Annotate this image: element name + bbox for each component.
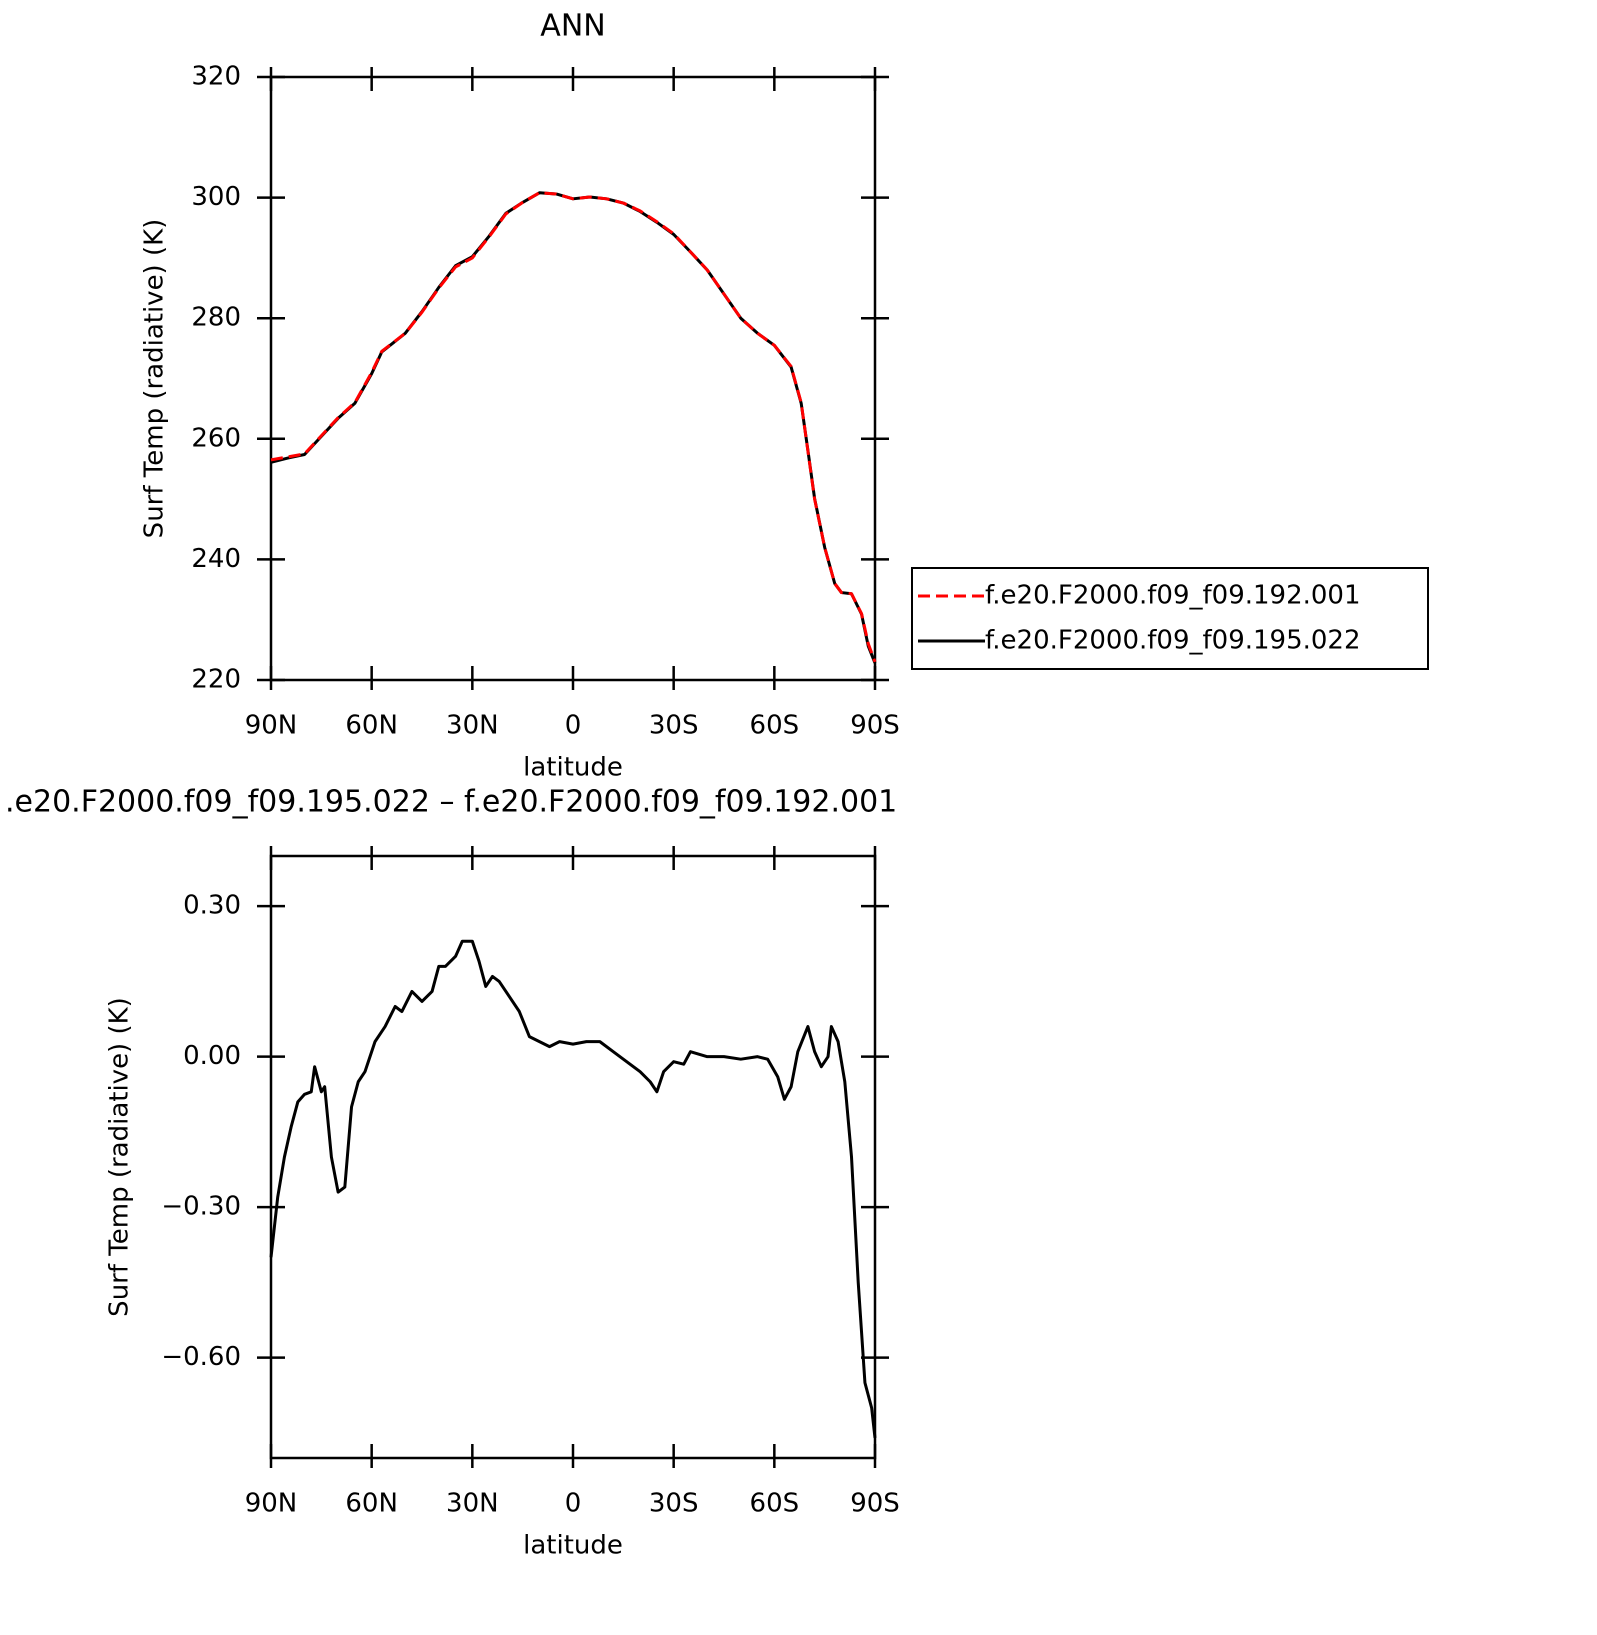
x-tick-label: 90S [850,1489,900,1519]
legend-label: f.e20.F2000.f09_f09.195.022 [985,626,1361,656]
x-tick-label: 30S [649,1489,699,1519]
x-axis-label: latitude [523,753,623,783]
y-tick-label: −0.60 [161,1342,241,1372]
plot-frame [269,854,877,1460]
x-tick-label: 0 [565,711,582,741]
x-axis-label: latitude [523,1531,623,1561]
x-tick-label: 60N [345,711,398,741]
legend-box [911,567,1429,670]
y-tick-label: 0.30 [183,891,241,921]
chart-title: .e20.F2000.f09_f09.195.022 – f.e20.F2000… [5,785,897,820]
y-tick-label: 300 [191,182,241,212]
y-tick-label: 240 [191,544,241,574]
x-tick-label: 90S [850,711,900,741]
x-tick-label: 30N [446,711,499,741]
chart-title: ANN [540,9,605,44]
y-tick-label: 320 [191,62,241,92]
data-line [270,191,877,663]
y-axis-label: Surf Temp (radiative) (K) [140,219,170,539]
y-tick-label: 220 [191,665,241,695]
x-tick-label: 0 [565,1489,582,1519]
y-tick-label: 260 [191,423,241,453]
data-line [270,191,877,664]
plot-frame [269,75,877,682]
x-tick-label: 30S [649,711,699,741]
y-axis-label: Surf Temp (radiative) (K) [105,997,135,1317]
legend-label: f.e20.F2000.f09_f09.192.001 [985,581,1361,611]
x-tick-label: 90N [245,711,298,741]
x-tick-label: 90N [245,1489,298,1519]
y-tick-label: 0.00 [183,1041,241,1071]
y-tick-label: −0.30 [161,1192,241,1222]
x-tick-label: 60N [345,1489,398,1519]
x-tick-label: 30N [446,1489,499,1519]
y-tick-label: 280 [191,303,241,333]
x-tick-label: 60S [750,1489,800,1519]
data-line [269,939,877,1439]
x-tick-label: 60S [750,711,800,741]
